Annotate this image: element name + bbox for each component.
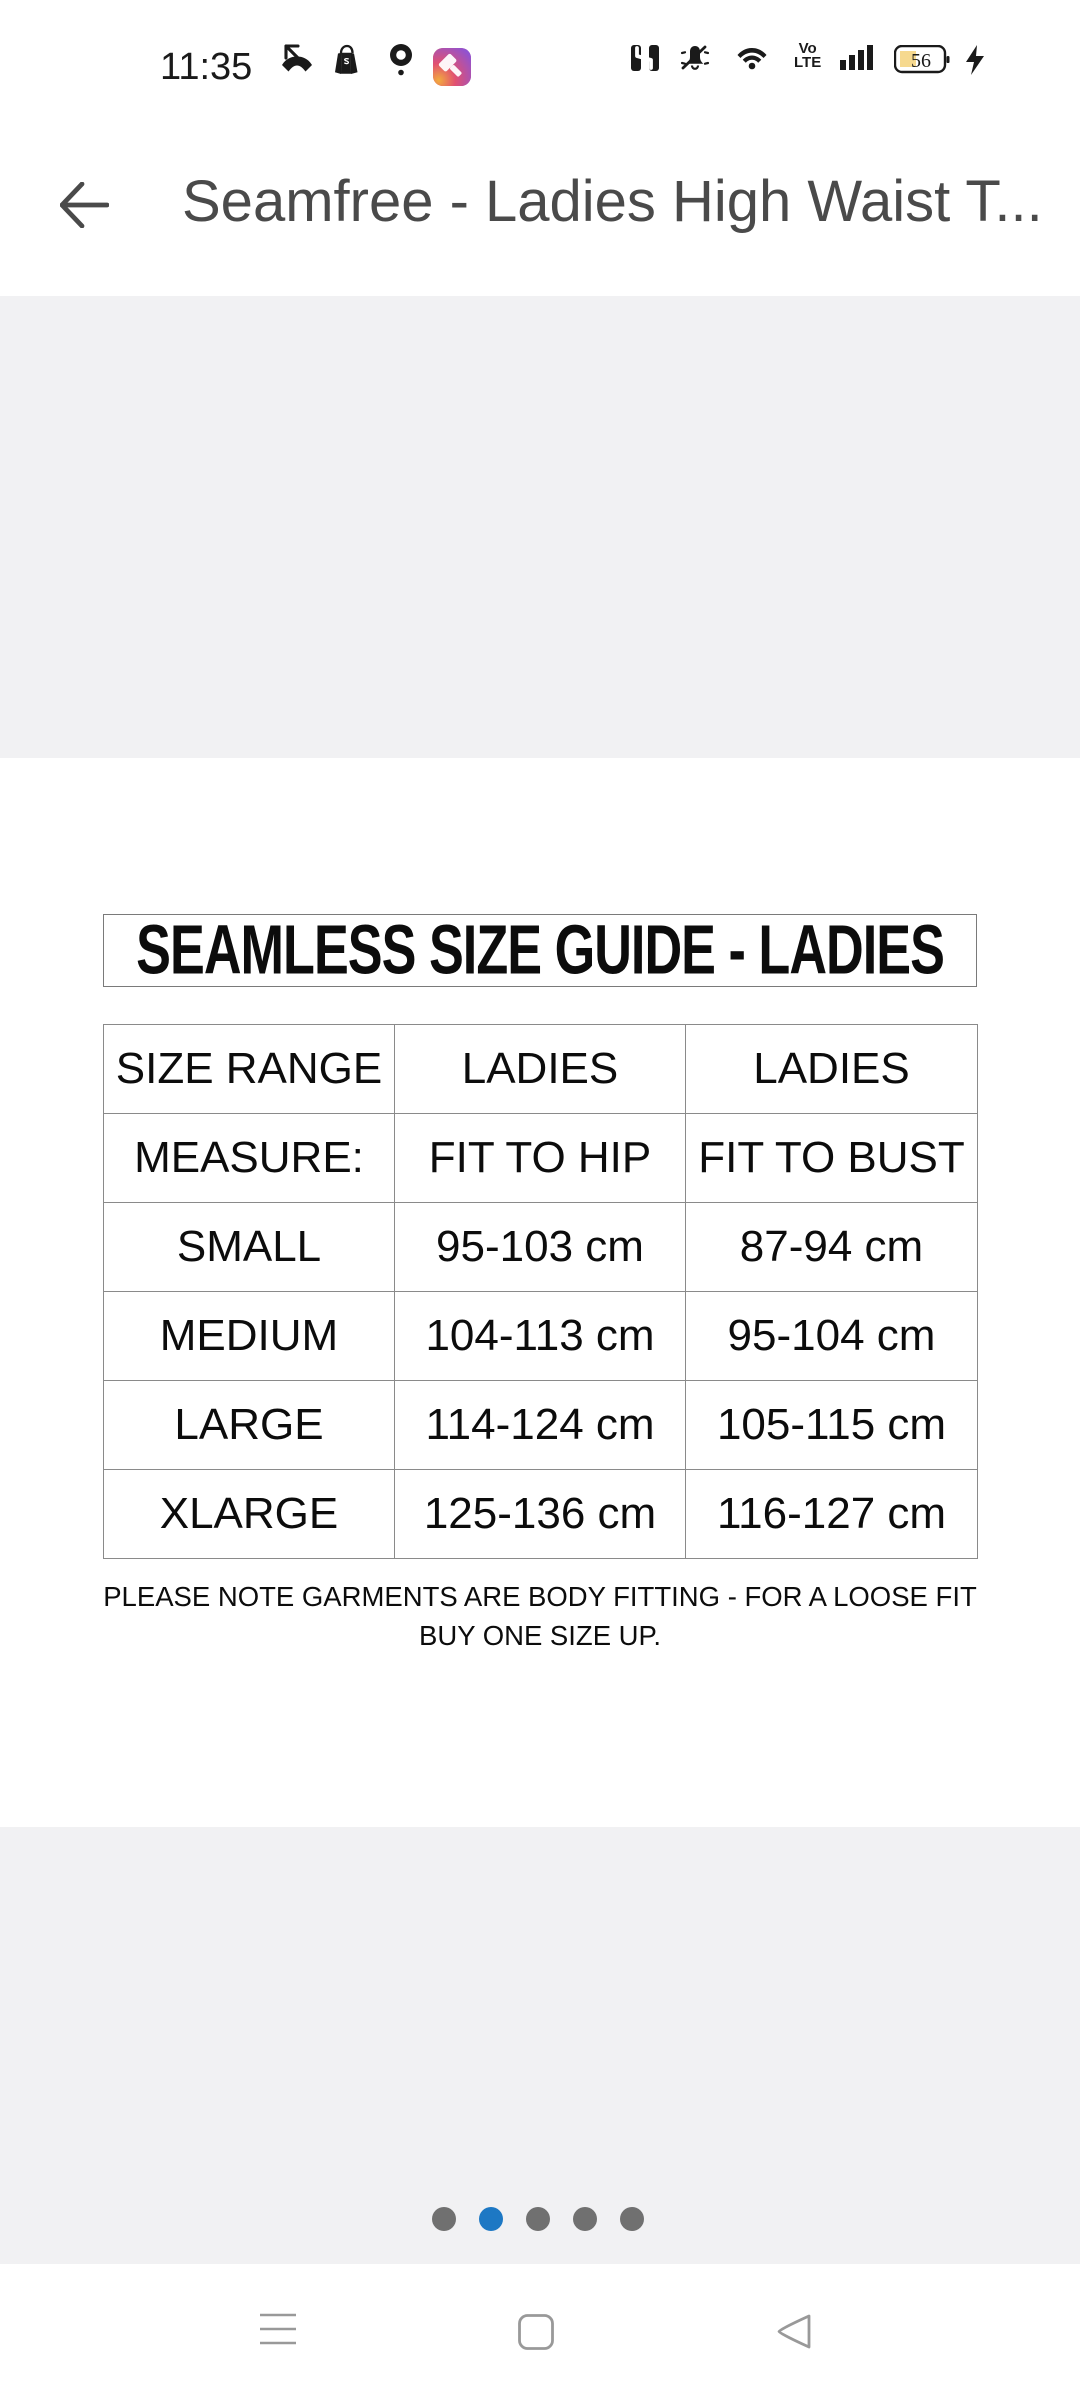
svg-text:56: 56 <box>911 50 931 72</box>
